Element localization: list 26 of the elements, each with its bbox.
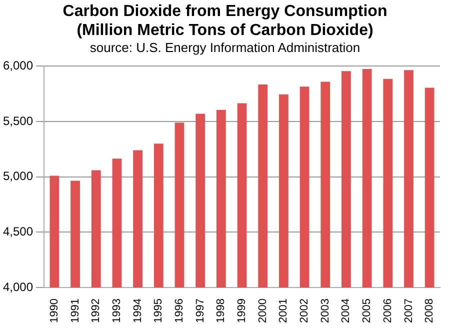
- y-tick-label: 5,000: [3, 169, 34, 184]
- chart-subtitle: source: U.S. Energy Information Administration: [88, 40, 362, 56]
- x-tick-label: 2002: [298, 298, 311, 324]
- x-tick-label: 1998: [215, 298, 228, 324]
- chart-title: Carbon Dioxide from Energy Consumption (Million Metric Tons of Carbon Dioxide): [62, 2, 388, 40]
- x-tick-label: 1997: [194, 298, 206, 324]
- x-tick-label: 1993: [111, 298, 124, 324]
- y-tick-label: 5,500: [3, 114, 34, 128]
- x-tick-label: 1994: [132, 298, 144, 324]
- x-tick-label: 1992: [90, 298, 102, 324]
- x-tick-label: 2000: [256, 298, 269, 324]
- x-tick-label: 2006: [382, 298, 394, 324]
- x-tick-label: 1990: [48, 298, 60, 324]
- y-tick-label: 4,000: [3, 280, 34, 294]
- x-tick-label: 1991: [69, 298, 82, 324]
- x-tick-label: 2001: [278, 298, 290, 324]
- y-tick-label: 4,500: [3, 224, 34, 239]
- x-tick-label: 1999: [236, 298, 248, 324]
- x-tick-label: 1996: [174, 298, 186, 324]
- x-tick-label: 2003: [319, 298, 332, 324]
- x-tick-label: 2008: [424, 298, 436, 324]
- x-tick-label: 1995: [152, 298, 165, 324]
- x-tick-label: 2007: [402, 298, 415, 324]
- x-tick-label: 2004: [340, 298, 352, 324]
- y-tick-label: 6,000: [3, 58, 34, 73]
- x-tick-label: 2005: [361, 298, 374, 324]
